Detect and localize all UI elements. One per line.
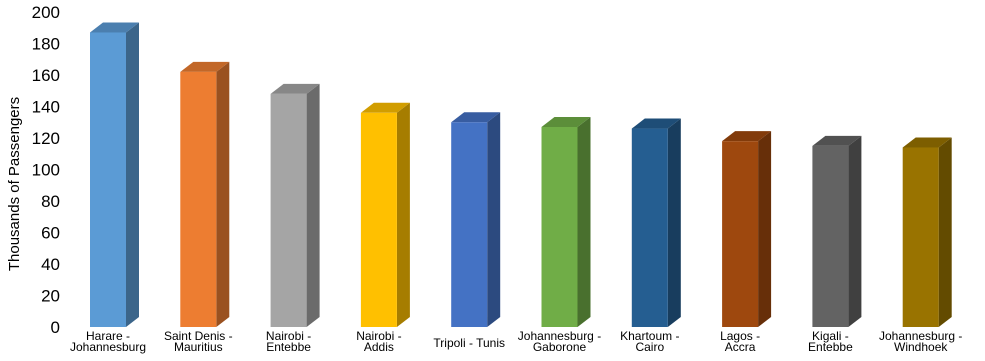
x-tick-label: Mauritius [174, 340, 223, 354]
bar-side [577, 116, 591, 327]
bar-side [306, 83, 320, 328]
x-tick-label: Accra [725, 340, 756, 354]
bar-side [758, 131, 772, 327]
x-tick-label: Tripoli - Tunis [433, 336, 505, 350]
bar-front [90, 32, 126, 327]
y-tick-label: 40 [41, 255, 60, 274]
bar [812, 135, 862, 327]
y-tick-label: 60 [41, 224, 60, 243]
y-tick-label: 180 [32, 35, 60, 54]
bar-top [541, 116, 591, 127]
x-tick-label: Windhoek [894, 340, 948, 354]
bar-side [667, 118, 681, 327]
bar-side [848, 135, 862, 327]
bar-front [180, 71, 217, 327]
bar-side [126, 22, 139, 327]
bar [360, 102, 410, 327]
y-tick-label: 120 [32, 129, 60, 148]
x-tick-label: Johannesburg [70, 340, 146, 354]
bar [722, 131, 772, 327]
x-tick-label: Johannesburg - [518, 329, 601, 343]
x-tick-label: Khartoum - [620, 329, 679, 343]
bar-top [451, 112, 501, 123]
bar-top [180, 61, 230, 72]
bar-side [216, 61, 230, 327]
bar-front [360, 112, 397, 327]
bar-front [722, 141, 759, 327]
y-tick-label: 80 [41, 192, 60, 211]
bar-front [902, 147, 939, 327]
x-tick-label: Addis [364, 340, 394, 354]
bars [90, 22, 952, 328]
bar [270, 83, 320, 328]
bar-front [451, 122, 488, 327]
x-tick-label: Entebbe [808, 340, 853, 354]
x-tick-label: Saint Denis - [164, 329, 233, 343]
x-tick-label: Harare - [86, 329, 130, 343]
bar-front [541, 126, 578, 327]
bar [902, 137, 952, 327]
x-tick-label: Lagos - [720, 329, 760, 343]
x-tick-label: Kigali - [812, 329, 849, 343]
x-tick-label: Nairobi - [266, 329, 311, 343]
bar-front [631, 128, 668, 327]
bar [631, 118, 681, 327]
bar-front [270, 93, 307, 328]
bar-side [938, 137, 952, 327]
y-tick-label: 100 [32, 161, 60, 180]
bar-top [812, 135, 862, 146]
y-axis-label: Thousands of Passengers [6, 97, 23, 271]
y-tick-label: 160 [32, 66, 60, 85]
y-tick-label: 0 [51, 318, 60, 337]
bar [90, 22, 139, 327]
bar-top [631, 118, 681, 129]
x-tick-label: Nairobi - [356, 329, 401, 343]
bar-top [90, 22, 139, 33]
bar-top [902, 137, 952, 148]
bar-side [487, 112, 501, 327]
y-tick-label: 200 [32, 3, 60, 22]
y-axis-ticks: 0 20 40 60 80 100 120 140 160 180 200 [32, 3, 60, 337]
y-tick-label: 140 [32, 98, 60, 117]
x-axis-labels: Harare -Johannesburg Saint Denis -Mauriti… [70, 329, 962, 354]
bar [180, 61, 230, 327]
bar-top [360, 102, 410, 113]
bar-front [812, 145, 849, 327]
x-tick-label: Entebbe [266, 340, 311, 354]
bar-top [722, 131, 772, 142]
bar-top [270, 83, 320, 94]
x-tick-label: Gaborone [533, 340, 587, 354]
x-tick-label: Cairo [635, 340, 664, 354]
x-tick-label: Johannesburg - [879, 329, 962, 343]
bar [451, 112, 501, 327]
bar-side [396, 102, 410, 327]
y-tick-label: 20 [41, 287, 60, 306]
bar [541, 116, 591, 327]
